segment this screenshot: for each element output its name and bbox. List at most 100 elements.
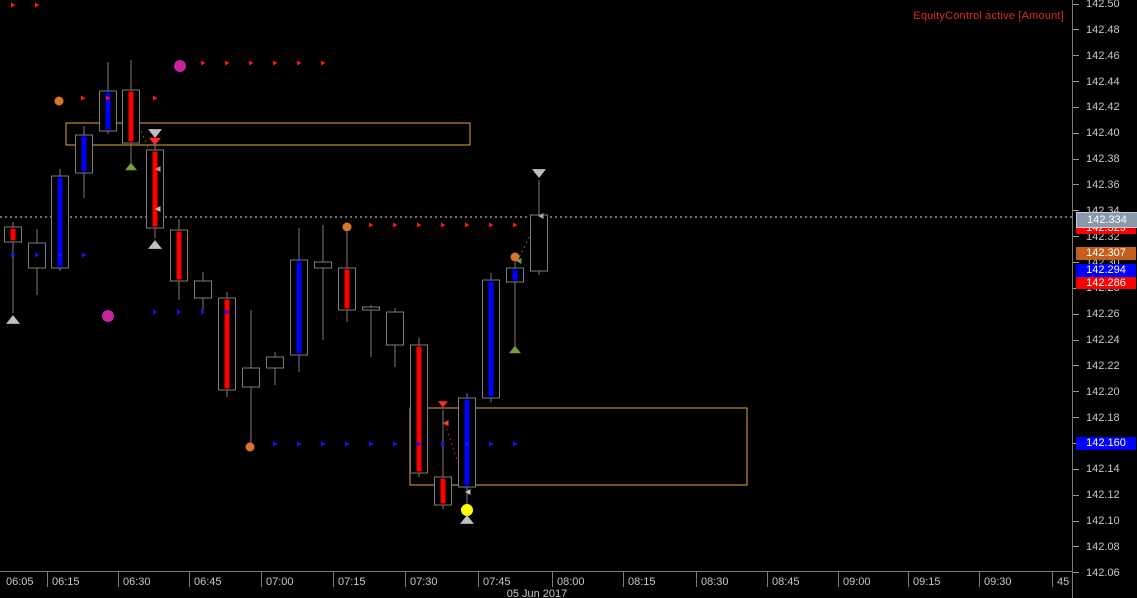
candle-fill-bull	[488, 281, 494, 397]
time-tick-label: 07:00	[266, 576, 294, 588]
signal-dot-red	[321, 60, 326, 66]
price-tick-label: 142.24	[1086, 334, 1120, 347]
time-tick-label: 08:45	[772, 576, 800, 588]
signal-dot-red	[441, 222, 446, 228]
price-tick-label: 142.46	[1086, 49, 1120, 62]
time-tick-label: 07:15	[338, 576, 366, 588]
price-tick	[1073, 81, 1079, 83]
chart-area[interactable]: EquityControl active [Amount]	[0, 0, 1072, 571]
signal-dot-red	[11, 2, 16, 8]
time-tick-label: 09:15	[913, 576, 941, 588]
candle-fill-bull	[296, 261, 302, 354]
candle-fill-bear	[440, 478, 446, 504]
upper-supply-zone[interactable]	[65, 122, 471, 146]
signal-dot-red	[153, 95, 158, 101]
orange-indicator-dot	[510, 252, 520, 262]
price-badge: 142.294	[1076, 264, 1136, 277]
candle-fill-bull	[57, 177, 63, 267]
orange-indicator-dot	[342, 222, 352, 232]
time-tick	[189, 572, 190, 587]
signal-dot-blue	[273, 441, 278, 447]
trade-arrow	[465, 489, 471, 495]
price-tick-label: 142.50	[1086, 0, 1120, 10]
price-tick-label: 142.38	[1086, 153, 1120, 166]
magenta-indicator-dot	[174, 60, 186, 72]
price-tick	[1073, 572, 1079, 574]
price-badge: 142.307	[1076, 247, 1136, 260]
candle-body	[386, 311, 404, 346]
price-tick	[1073, 339, 1079, 341]
time-axis[interactable]: 05 Jun 2017 06:05 06:15 06:30 06:45 07:00 07:…	[0, 571, 1072, 598]
signal-dot-red	[393, 222, 398, 228]
signal-dot-red	[106, 95, 111, 101]
trade-arrow	[443, 420, 449, 426]
time-tick	[47, 572, 48, 587]
signal-dot-blue	[201, 309, 206, 315]
signal-dot-red	[273, 60, 278, 66]
candle-fill-bear	[128, 91, 134, 142]
signal-dot-blue	[153, 309, 158, 315]
price-badge: 142.160	[1076, 437, 1136, 450]
price-tick	[1073, 365, 1079, 367]
price-tick	[1073, 546, 1079, 548]
time-tick	[118, 572, 119, 587]
time-tick-label: 06:30	[123, 576, 151, 588]
signal-dot-red	[513, 222, 518, 228]
signal-dot-red	[297, 60, 302, 66]
price-tick	[1073, 132, 1079, 134]
candle-fill-bear	[10, 228, 16, 241]
red-down-arrow-marker	[438, 401, 448, 408]
signal-dot-blue	[11, 252, 16, 258]
price-tick	[1073, 391, 1079, 393]
trade-arrow	[155, 206, 161, 212]
time-tick	[333, 572, 334, 587]
price-tick-label: 142.22	[1086, 359, 1120, 372]
time-tick	[908, 572, 909, 587]
time-tick-label: 09:30	[984, 576, 1012, 588]
candle-body	[242, 367, 260, 388]
candle-fill-bear	[344, 269, 350, 309]
price-axis[interactable]: 142.50 142.48 142.46 142.44 142.42 142.40 142.…	[1072, 0, 1137, 598]
time-tick-label: 09:00	[843, 576, 871, 588]
signal-dot-red	[465, 222, 470, 228]
price-tick-label: 142.40	[1086, 127, 1120, 140]
candle-fill-bull	[512, 269, 518, 281]
trade-arrow	[538, 213, 544, 219]
time-tick	[261, 572, 262, 587]
price-tick	[1073, 494, 1079, 496]
price-tick-label: 142.12	[1086, 489, 1120, 502]
signal-dot-blue	[513, 441, 518, 447]
signal-dot-blue	[417, 441, 422, 447]
signal-dot-blue	[345, 441, 350, 447]
magenta-indicator-dot	[102, 310, 114, 322]
equity-control-label: EquityControl active [Amount]	[913, 10, 1064, 22]
trade-arrow	[155, 166, 161, 172]
candle-fill-bear	[152, 151, 158, 227]
signal-dot-blue	[465, 441, 470, 447]
time-tick	[478, 572, 479, 587]
signal-dot-blue	[297, 441, 302, 447]
price-tick	[1073, 3, 1079, 5]
time-tick	[405, 572, 406, 587]
time-tick-label: 08:00	[557, 576, 585, 588]
price-tick-label: 142.20	[1086, 385, 1120, 398]
signal-dot-red	[249, 60, 254, 66]
candle-body	[530, 214, 548, 272]
candle-fill-bear	[224, 299, 230, 389]
orange-indicator-dot	[54, 96, 64, 106]
signal-dot-red	[417, 222, 422, 228]
price-tick	[1073, 210, 1079, 212]
red-down-arrow-marker	[149, 137, 161, 146]
candle-fill-bear	[416, 346, 422, 472]
time-tick-label: 06:05	[6, 576, 34, 588]
time-tick-label: 07:30	[410, 576, 438, 588]
price-tick	[1073, 29, 1079, 31]
time-tick-label: 45	[1057, 576, 1070, 588]
price-tick	[1073, 262, 1079, 263]
time-tick-label: 06:15	[52, 576, 80, 588]
date-label: 05 Jun 2017	[506, 588, 568, 598]
price-tick-label: 142.10	[1086, 515, 1120, 527]
time-tick-label: 08:30	[701, 576, 729, 588]
price-tick	[1073, 158, 1079, 160]
